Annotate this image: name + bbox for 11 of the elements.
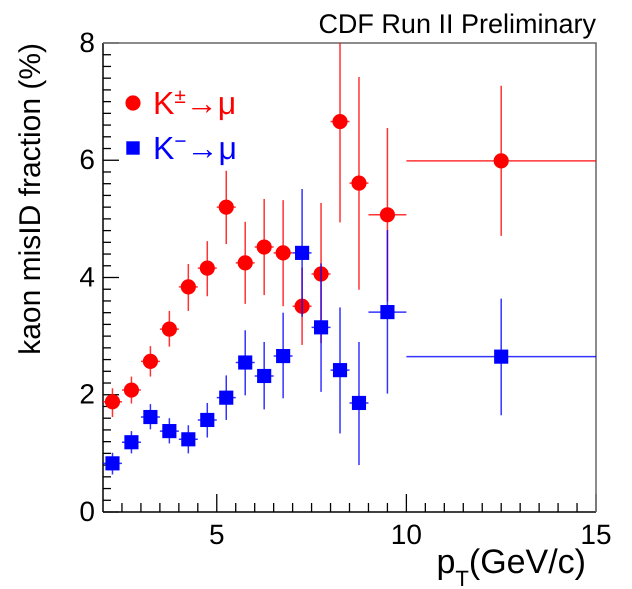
y-axis-title: kaon misID fraction (%) <box>14 43 47 355</box>
x-tick-label: 5 <box>208 518 225 550</box>
legend-label: K$^{±}$→μ <box>153 84 236 121</box>
legend-label: K$^{−}$→μ <box>153 130 237 166</box>
y-tick-label: 4 <box>79 261 95 292</box>
chart-title: CDF Run II Preliminary <box>318 9 596 39</box>
y-tick-label: 6 <box>79 144 95 176</box>
y-tick-label: 8 <box>79 26 95 58</box>
x-tick-label: 10 <box>390 518 422 550</box>
y-tick-label: 2 <box>79 378 95 410</box>
y-tick-label: 0 <box>79 496 95 527</box>
